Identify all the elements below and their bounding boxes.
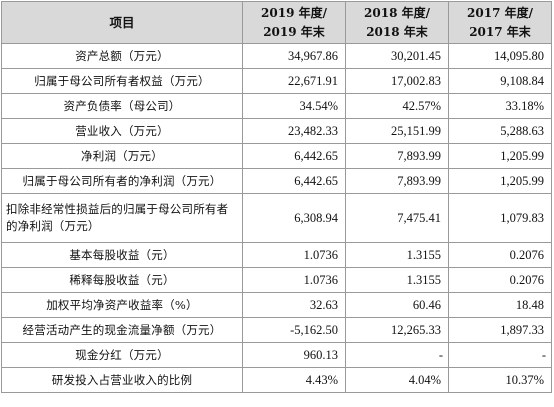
cell-2018: 42.57% — [345, 93, 449, 119]
cell-2017: 9,108.84 — [448, 68, 552, 94]
cell-2018: 1.3155 — [345, 242, 449, 268]
row-label: 经营活动产生的现金流量净额（万元） — [1, 317, 243, 343]
header-2017-line1: 2017 年度/ — [467, 5, 533, 20]
table-row: 归属于母公司所有者权益（万元） 22,671.91 17,002.83 9,10… — [1, 68, 552, 94]
header-2017: 2017 年度/ 2017 年末 — [448, 1, 552, 44]
table-row: 稀释每股收益（元） 1.0736 1.3155 0.2076 — [1, 267, 552, 293]
row-label: 基本每股收益（元） — [1, 242, 243, 268]
cell-2018: 7,893.99 — [345, 143, 449, 169]
cell-2017: - — [448, 342, 552, 368]
header-2019-line1: 2019 年度/ — [261, 5, 327, 20]
row-label: 资产负债率（母公司） — [1, 93, 243, 119]
row-label: 现金分红（万元） — [1, 342, 243, 368]
table-row: 基本每股收益（元） 1.0736 1.3155 0.2076 — [1, 242, 552, 268]
cell-2019: 6,442.65 — [242, 143, 346, 169]
cell-2019: 6,308.94 — [242, 193, 346, 243]
cell-2018: 12,265.33 — [345, 317, 449, 343]
cell-2018: 7,475.41 — [345, 193, 449, 243]
header-item: 项目 — [1, 1, 243, 44]
cell-2018: 7,893.99 — [345, 168, 449, 194]
cell-2019: 34,967.86 — [242, 43, 346, 69]
cell-2017: 33.18% — [448, 93, 552, 119]
table-row: 扣除非经常性损益后的归属于母公司所有者的净利润（万元） 6,308.94 7,4… — [1, 193, 552, 243]
header-2017-line2: 2017 年末 — [469, 24, 531, 39]
table-row: 资产负债率（母公司） 34.54% 42.57% 33.18% — [1, 93, 552, 119]
cell-2017: 1,897.33 — [448, 317, 552, 343]
cell-2018: 17,002.83 — [345, 68, 449, 94]
cell-2019: 1.0736 — [242, 242, 346, 268]
cell-2017: 5,288.63 — [448, 118, 552, 144]
cell-2017: 18.48 — [448, 292, 552, 318]
cell-2017: 1,205.99 — [448, 143, 552, 169]
financial-summary-table: 项目 2019 年度/ 2019 年末 2018 年度/ 2018 年末 201… — [1, 1, 552, 393]
cell-2019: -5,162.50 — [242, 317, 346, 343]
table-row: 净利润（万元） 6,442.65 7,893.99 1,205.99 — [1, 143, 552, 169]
cell-2019: 34.54% — [242, 93, 346, 119]
cell-2017: 1,205.99 — [448, 168, 552, 194]
table-row: 现金分红（万元） 960.13 - - — [1, 342, 552, 368]
header-2018-line1: 2018 年度/ — [364, 5, 430, 20]
cell-2017: 0.2076 — [448, 267, 552, 293]
header-2019: 2019 年度/ 2019 年末 — [242, 1, 346, 44]
cell-2018: - — [345, 342, 449, 368]
table-row: 研发投入占营业收入的比例 4.43% 4.04% 10.37% — [1, 367, 552, 393]
row-label: 归属于母公司所有者的净利润（万元） — [1, 168, 243, 194]
row-label: 稀释每股收益（元） — [1, 267, 243, 293]
table-row: 加权平均净资产收益率（%） 32.63 60.46 18.48 — [1, 292, 552, 318]
cell-2017: 0.2076 — [448, 242, 552, 268]
header-2018-line2: 2018 年末 — [366, 24, 428, 39]
cell-2018: 1.3155 — [345, 267, 449, 293]
row-label: 加权平均净资产收益率（%） — [1, 292, 243, 318]
cell-2018: 25,151.99 — [345, 118, 449, 144]
cell-2019: 4.43% — [242, 367, 346, 393]
cell-2019: 23,482.33 — [242, 118, 346, 144]
row-label: 资产总额（万元） — [1, 43, 243, 69]
cell-2017: 1,079.83 — [448, 193, 552, 243]
table-row: 营业收入（万元） 23,482.33 25,151.99 5,288.63 — [1, 118, 552, 144]
table-row: 经营活动产生的现金流量净额（万元） -5,162.50 12,265.33 1,… — [1, 317, 552, 343]
cell-2018: 60.46 — [345, 292, 449, 318]
table-header-row: 项目 2019 年度/ 2019 年末 2018 年度/ 2018 年末 201… — [1, 1, 552, 44]
cell-2018: 30,201.45 — [345, 43, 449, 69]
header-2019-line2: 2019 年末 — [263, 24, 325, 39]
row-label: 扣除非经常性损益后的归属于母公司所有者的净利润（万元） — [1, 193, 243, 243]
cell-2019: 1.0736 — [242, 267, 346, 293]
table-row: 归属于母公司所有者的净利润（万元） 6,442.65 7,893.99 1,20… — [1, 168, 552, 194]
cell-2019: 22,671.91 — [242, 68, 346, 94]
cell-2017: 10.37% — [448, 367, 552, 393]
row-label: 净利润（万元） — [1, 143, 243, 169]
header-2018: 2018 年度/ 2018 年末 — [345, 1, 449, 44]
cell-2019: 32.63 — [242, 292, 346, 318]
row-label: 归属于母公司所有者权益（万元） — [1, 68, 243, 94]
row-label: 营业收入（万元） — [1, 118, 243, 144]
cell-2019: 960.13 — [242, 342, 346, 368]
cell-2017: 14,095.80 — [448, 43, 552, 69]
row-label: 研发投入占营业收入的比例 — [1, 367, 243, 393]
cell-2018: 4.04% — [345, 367, 449, 393]
table-row: 资产总额（万元） 34,967.86 30,201.45 14,095.80 — [1, 43, 552, 69]
cell-2019: 6,442.65 — [242, 168, 346, 194]
